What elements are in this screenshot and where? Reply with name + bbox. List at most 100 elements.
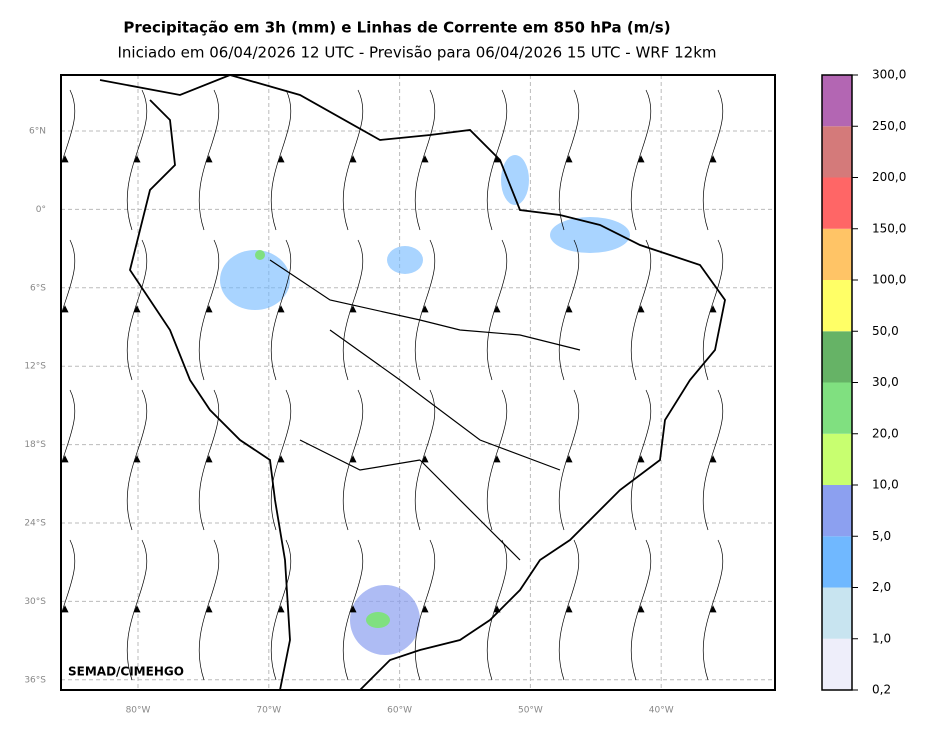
- streamline-arrow: [493, 455, 501, 463]
- streamline-arrow: [493, 305, 501, 313]
- lat-label: 30°S: [24, 597, 46, 607]
- colorbar-segment: [822, 126, 852, 178]
- streamline-arrow: [637, 455, 645, 463]
- colorbar-segment: [822, 638, 852, 690]
- streamline-arrow: [277, 605, 285, 613]
- streamline-arrow: [421, 605, 429, 613]
- colorbar-segment: [822, 331, 852, 383]
- streamline: [630, 239, 652, 381]
- streamline-arrow: [637, 305, 645, 313]
- streamline-arrow: [133, 155, 141, 163]
- streamline: [702, 89, 724, 231]
- streamline-arrow: [421, 305, 429, 313]
- streamline: [558, 89, 580, 231]
- streamline-arrow: [277, 305, 285, 313]
- lat-label: 24°S: [24, 519, 46, 529]
- lat-label: 0°: [36, 205, 46, 215]
- streamline: [630, 89, 652, 231]
- streamline-arrow: [61, 305, 69, 313]
- streamline-arrow: [133, 305, 141, 313]
- colorbar-label: 10,0: [872, 478, 899, 492]
- streamline-arrow: [637, 605, 645, 613]
- colorbar-label: 50,0: [872, 324, 899, 338]
- streamline-arrow: [709, 155, 717, 163]
- streamline: [414, 89, 436, 231]
- lat-label: 6°N: [29, 127, 46, 137]
- streamline: [270, 539, 292, 681]
- colorbar-segment: [822, 75, 852, 127]
- streamline-arrow: [709, 455, 717, 463]
- streamline-arrow: [349, 455, 357, 463]
- colorbar-label: 150,0: [872, 221, 906, 235]
- streamline: [61, 89, 76, 167]
- streamline: [702, 239, 724, 381]
- streamline-arrow: [421, 155, 429, 163]
- coastline: [99, 75, 726, 690]
- colorbar-label: 250,0: [872, 119, 906, 133]
- streamline: [126, 89, 148, 231]
- streamline: [414, 239, 436, 381]
- streamline: [558, 539, 580, 681]
- lon-label: 60°W: [387, 706, 412, 716]
- streamline: [126, 239, 148, 381]
- streamline: [486, 89, 508, 231]
- streamline: [198, 539, 220, 681]
- colorbar-segment: [822, 485, 852, 537]
- colorbar-segment: [822, 177, 852, 229]
- streamline: [198, 89, 220, 231]
- streamline: [126, 389, 148, 531]
- streamline: [486, 239, 508, 381]
- colorbar-label: 1,0: [872, 631, 891, 645]
- streamline: [486, 539, 508, 681]
- colorbar-label: 100,0: [872, 273, 906, 287]
- colorbar-segment: [822, 433, 852, 485]
- streamline-arrow: [709, 305, 717, 313]
- streamline: [342, 89, 364, 231]
- colorbar-segment: [822, 228, 852, 280]
- streamline: [342, 539, 364, 681]
- streamline-arrow: [61, 605, 69, 613]
- streamline: [702, 389, 724, 531]
- colorbar-label: 20,0: [872, 426, 899, 440]
- streamline: [61, 389, 76, 467]
- colorbar-label: 300,0: [872, 68, 906, 82]
- lat-label: 6°S: [30, 283, 46, 293]
- streamline-arrow: [565, 155, 573, 163]
- streamline: [342, 239, 364, 381]
- streamline-arrow: [349, 605, 357, 613]
- colorbar-label: 5,0: [872, 529, 891, 543]
- streamline-arrow: [565, 455, 573, 463]
- streamline: [558, 389, 580, 531]
- streamline-arrow: [349, 155, 357, 163]
- colorbar-segment: [822, 280, 852, 332]
- lat-label: 18°S: [24, 440, 46, 450]
- streamline-arrow: [637, 155, 645, 163]
- lon-label: 80°W: [126, 706, 151, 716]
- streamline: [126, 539, 148, 681]
- map-area: SEMAD/CIMEHGO: [61, 75, 775, 690]
- colorbar-segment: [822, 587, 852, 639]
- streamline: [558, 239, 580, 381]
- streamline-arrow: [205, 305, 213, 313]
- map-frame: [60, 74, 776, 691]
- streamline: [270, 389, 292, 531]
- colorbar-segment: [822, 382, 852, 434]
- streamline-arrow: [61, 155, 69, 163]
- lon-label: 50°W: [518, 706, 543, 716]
- streamline: [486, 389, 508, 531]
- streamline-arrow: [709, 605, 717, 613]
- streamline-arrow: [349, 305, 357, 313]
- streamline-arrow: [205, 455, 213, 463]
- streamline-arrow: [205, 605, 213, 613]
- streamline-arrow: [205, 155, 213, 163]
- colorbar-segment: [822, 536, 852, 588]
- streamline: [630, 389, 652, 531]
- streamline: [61, 239, 76, 317]
- colorbar-label: 2,0: [872, 580, 891, 594]
- streamline-arrow: [565, 305, 573, 313]
- streamline-arrow: [133, 455, 141, 463]
- streamline-arrow: [277, 155, 285, 163]
- colorbar-label: 0,2: [872, 683, 891, 697]
